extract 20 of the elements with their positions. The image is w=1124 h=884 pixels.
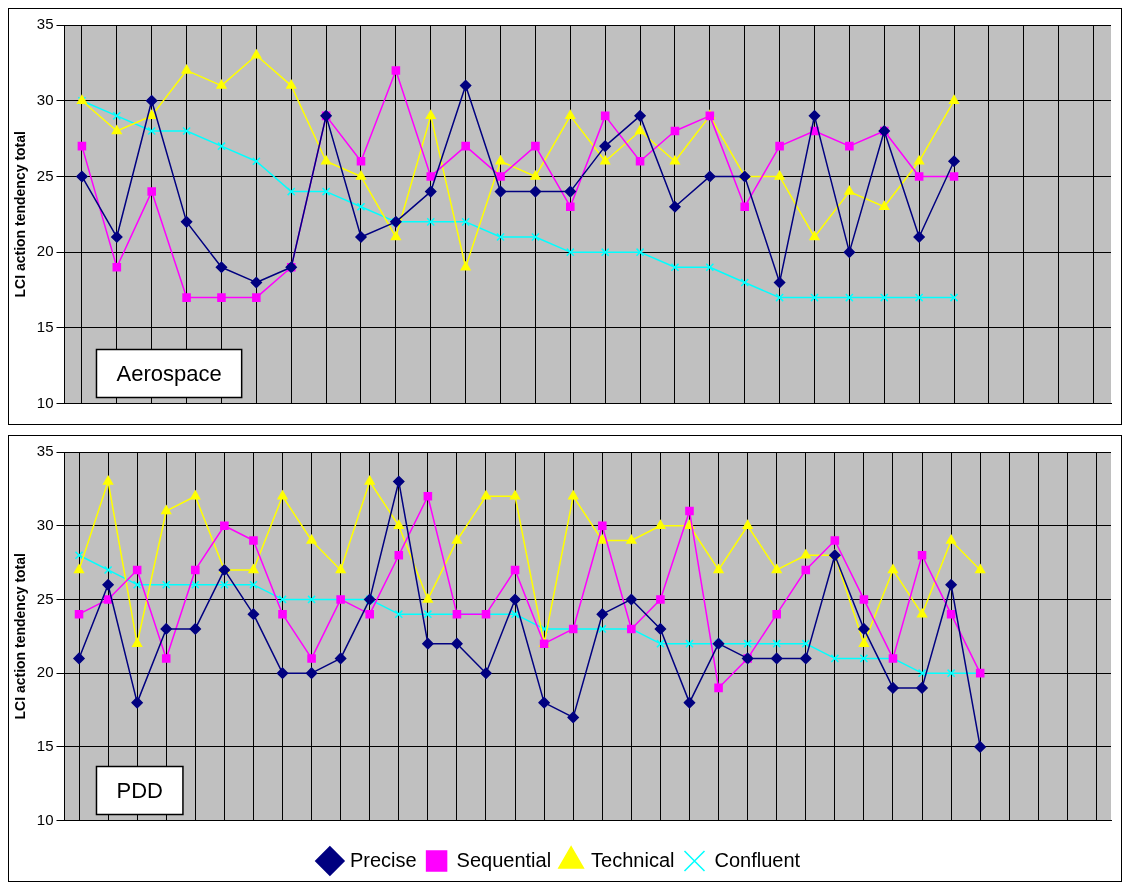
y-tick-label: 30 xyxy=(36,90,54,108)
y-tick-label: 10 xyxy=(36,393,54,411)
y-axis-title: LCI action tendency total xyxy=(12,553,29,720)
y-tick-label: 10 xyxy=(36,810,54,828)
y-tick-label: 25 xyxy=(36,166,54,184)
y-tick-label: 20 xyxy=(36,242,54,260)
y-tick-label: 25 xyxy=(36,589,54,607)
legend-label: Sequential xyxy=(456,848,552,871)
y-tick-label: 35 xyxy=(36,442,54,460)
annotation: PDD xyxy=(116,777,163,803)
y-axis-title: LCI action tendency total xyxy=(12,131,29,298)
y-tick-label: 15 xyxy=(36,318,54,336)
legend-label: Precise xyxy=(349,848,417,871)
legend-label: Technical xyxy=(591,848,675,871)
legend-label: Confluent xyxy=(714,848,801,871)
y-tick-label: 20 xyxy=(36,663,54,681)
y-tick-label: 15 xyxy=(36,737,54,755)
annotation: Aerospace xyxy=(116,360,222,386)
y-tick-label: 30 xyxy=(36,515,54,533)
y-tick-label: 35 xyxy=(36,15,54,33)
